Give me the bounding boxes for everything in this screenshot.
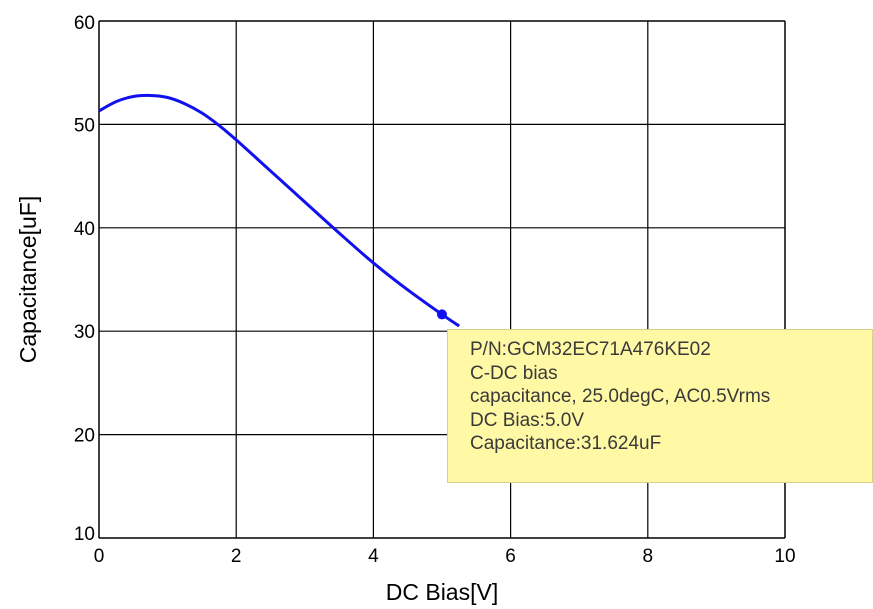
selected-point-marker[interactable] [437,309,447,320]
x-tick-label: 8 [643,546,654,567]
tooltip-part-number: P/N:GCM32EC71A476KE02 [470,339,711,360]
tooltip-dc-bias: DC Bias:5.0V [470,409,585,431]
y-tick-label: 30 [74,322,95,343]
x-axis-ticks: 0 2 4 6 8 10 [94,546,796,567]
tooltip-conditions: capacitance, 25.0degC, AC0.5Vrms [470,386,771,407]
x-tick-label: 6 [505,546,516,567]
tooltip-chart-type: C-DC bias [470,362,558,384]
x-tick-label: 4 [368,546,379,567]
x-axis-title: DC Bias[V] [386,579,498,605]
tooltip-capacitance: Capacitance:31.624uF [470,433,662,454]
y-axis-ticks: 60 50 40 30 20 10 [74,13,95,545]
data-point-tooltip: P/N:GCM32EC71A476KE02 C-DC bias capacita… [447,329,873,483]
y-axis-title: Capacitance[uF] [15,196,41,363]
y-tick-label: 60 [74,13,95,34]
y-tick-label: 10 [74,524,95,545]
x-tick-label: 0 [94,546,105,567]
y-tick-label: 50 [74,115,95,136]
y-tick-label: 40 [74,219,95,240]
y-tick-label: 20 [74,426,95,447]
x-tick-label: 2 [231,546,242,567]
x-tick-label: 10 [774,546,795,567]
capacitance-curve [98,93,460,328]
